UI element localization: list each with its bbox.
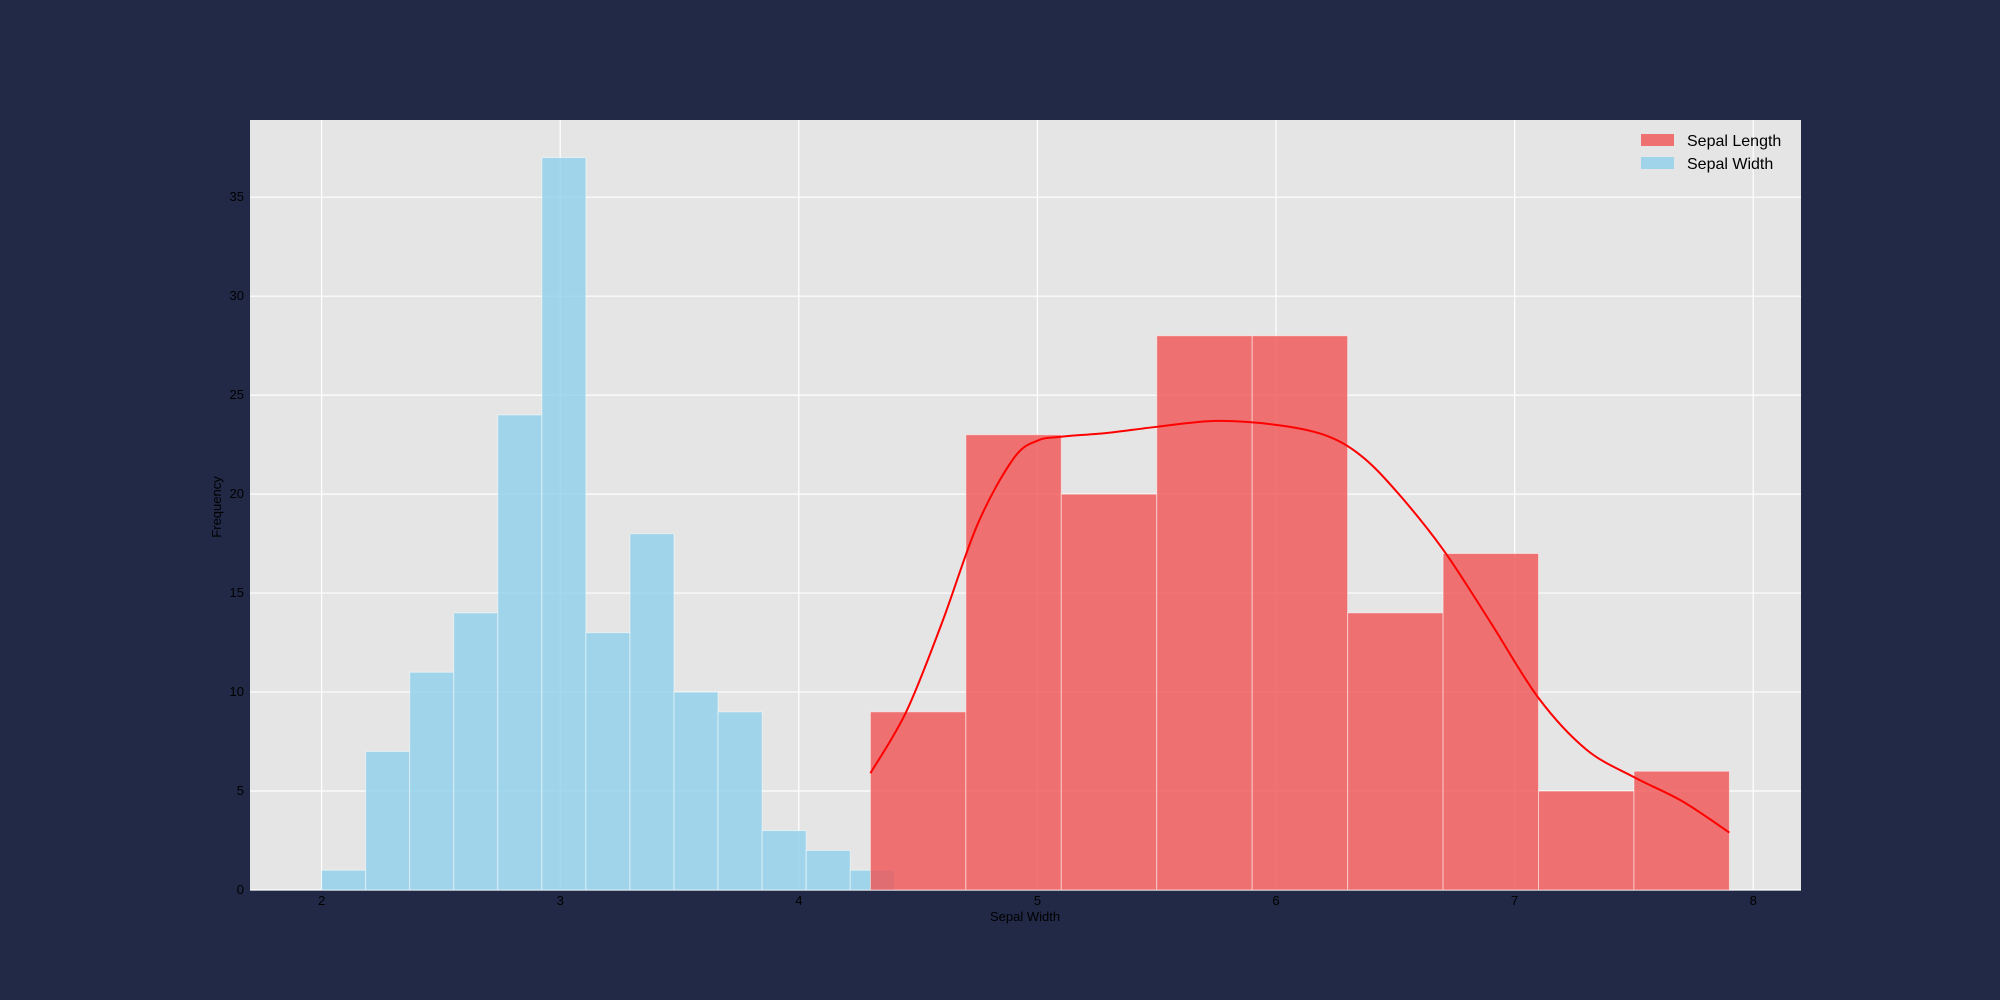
bar	[585, 632, 631, 891]
x-tick-label: 5	[1034, 893, 1041, 908]
kde-curve-group	[869, 419, 1730, 834]
y-tick-label: 0	[237, 882, 244, 897]
bar	[321, 869, 367, 891]
y-tick-label: 5	[237, 783, 244, 798]
y-tick-label: 15	[230, 585, 244, 600]
legend-swatch-sepal-length	[1641, 134, 1674, 146]
bar	[1251, 335, 1349, 891]
legend-label-sepal-length: Sepal Length	[1687, 133, 1781, 150]
bar	[1538, 790, 1635, 891]
bar	[869, 711, 967, 891]
y-tick-label: 35	[230, 189, 244, 204]
legend: Sepal Length Sepal Width	[1641, 133, 1781, 173]
kde-curve	[869, 419, 1730, 834]
x-tick-label: 8	[1750, 893, 1757, 908]
y-tick-label: 10	[230, 684, 244, 699]
y-tick-labels: 0 5 10 15 20 25 30 35	[230, 189, 244, 897]
bar	[453, 612, 499, 891]
y-axis-label: Frequency	[209, 476, 224, 538]
bar	[965, 434, 1062, 891]
bar	[717, 711, 763, 891]
x-tick-label: 6	[1272, 893, 1279, 908]
bar	[1442, 552, 1540, 891]
bar	[673, 691, 719, 891]
sepal-width-bars	[321, 157, 895, 891]
y-tick-label: 25	[230, 387, 244, 402]
bar	[1347, 612, 1444, 891]
sepal-length-bars	[869, 335, 1730, 891]
bar	[1060, 493, 1158, 891]
legend-label-sepal-width: Sepal Width	[1687, 156, 1773, 173]
bar	[365, 750, 411, 891]
bar	[1633, 770, 1730, 891]
bar	[541, 157, 587, 891]
legend-swatch-sepal-width	[1641, 157, 1674, 169]
x-tick-label: 3	[557, 893, 564, 908]
x-axis-label: Sepal Width	[990, 909, 1060, 924]
x-tick-labels: 2 3 4 5 6 7 8	[318, 893, 1757, 908]
y-tick-label: 20	[230, 486, 244, 501]
bar	[629, 533, 675, 891]
bar	[497, 414, 543, 891]
x-tick-label: 2	[318, 893, 325, 908]
bar	[761, 830, 807, 891]
x-tick-label: 4	[795, 893, 802, 908]
bar	[805, 849, 851, 891]
x-tick-label: 7	[1511, 893, 1518, 908]
bar	[1156, 335, 1253, 891]
y-tick-label: 30	[230, 288, 244, 303]
bar	[409, 671, 455, 891]
